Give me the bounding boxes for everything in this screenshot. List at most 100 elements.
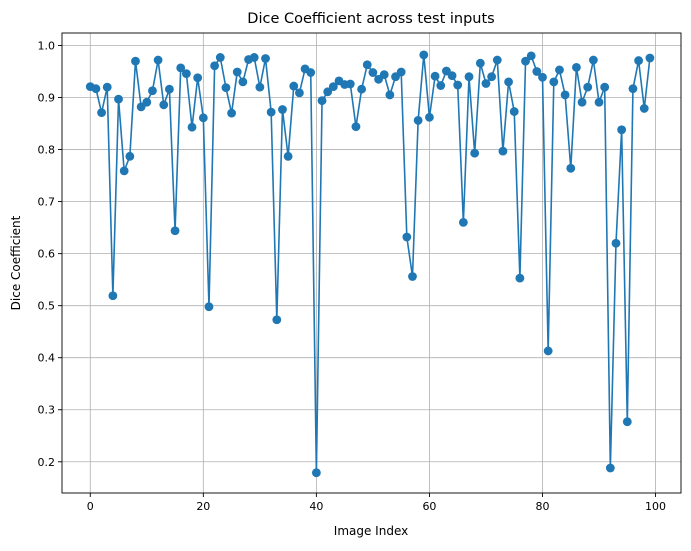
data-point [153,55,163,65]
x-axis-label: Image Index [334,524,408,538]
data-point [555,65,564,75]
data-point [108,291,118,301]
data-point [311,468,321,478]
data-point [430,71,440,81]
data-point [362,60,372,70]
x-tick-label: 100 [645,500,666,513]
x-tick-label: 80 [536,500,550,513]
data-point [295,88,304,98]
data-point [165,84,174,94]
data-point [526,51,536,61]
y-tick-label: 0.2 [38,456,56,469]
data-point [645,53,655,63]
data-point [125,151,135,161]
data-point [515,273,525,283]
data-point [148,86,157,96]
data-point [210,61,220,71]
data-point [198,113,208,123]
data-point [509,107,519,116]
data-point [408,272,417,281]
data-point [357,84,367,94]
data-point [425,112,434,122]
data-point [97,108,106,118]
data-point [114,94,123,104]
y-tick-label: 0.5 [38,300,56,313]
data-point [498,146,508,156]
x-tick-label: 20 [196,500,210,513]
y-tick-label: 0.9 [38,92,56,105]
data-point [396,67,406,77]
data-point [385,90,395,100]
y-tick-label: 0.4 [38,352,56,365]
data-point [323,87,333,97]
data-point [221,83,231,93]
data-point [266,107,276,117]
data-point [181,69,191,78]
x-tick-label: 0 [87,500,94,513]
data-point [255,82,265,92]
data-point [379,70,389,80]
data-point [453,80,463,90]
data-point [504,77,513,87]
x-tick-label: 40 [309,500,323,513]
data-point [119,166,129,176]
data-point [368,68,378,77]
data-point [521,56,530,66]
data-point [232,67,242,77]
data-point [492,55,502,65]
x-tick-label: 60 [422,500,436,513]
data-point [600,82,610,92]
data-point [102,82,112,92]
data-point [572,62,581,72]
data-point [261,54,270,63]
data-point [328,82,338,91]
data-point [351,122,361,132]
data-point [289,81,299,91]
data-point [470,148,480,158]
data-point [605,463,615,473]
data-point [447,71,457,81]
data-point [176,63,186,73]
data-point [628,84,638,94]
data-point [588,55,598,65]
data-point [204,302,214,312]
data-point [583,82,593,92]
data-point [272,315,282,325]
data-point [131,56,140,66]
data-point [639,104,649,113]
data-point [283,151,293,161]
y-tick-label: 0.3 [38,404,56,417]
data-point [187,122,197,132]
gridlines [62,33,681,493]
data-point [317,96,327,106]
data-point [159,100,169,110]
x-axis-ticks: 0 20 40 60 80 100 [87,493,666,513]
data-point [278,105,287,114]
data-point [142,97,152,107]
data-point [306,68,316,77]
y-tick-label: 0.7 [38,196,56,209]
data-point [402,232,412,242]
y-tick-label: 1.0 [38,39,56,52]
data-point [419,50,429,60]
data-point [249,53,259,62]
data-points [85,50,655,478]
data-point [91,84,101,94]
data-point [566,163,576,173]
data-point [170,226,180,236]
data-point [594,97,604,107]
data-point [193,73,203,83]
chart-title: Dice Coefficient across test inputs [247,11,494,27]
data-point [560,90,570,100]
data-point [464,72,474,82]
data-point [487,72,497,82]
data-point [617,125,627,135]
data-point [634,56,643,65]
plot-area-frame [61,32,682,494]
data-point [481,79,491,88]
data-point [549,77,559,87]
data-point [577,97,587,107]
y-axis-label: Dice Coefficient [9,215,23,310]
